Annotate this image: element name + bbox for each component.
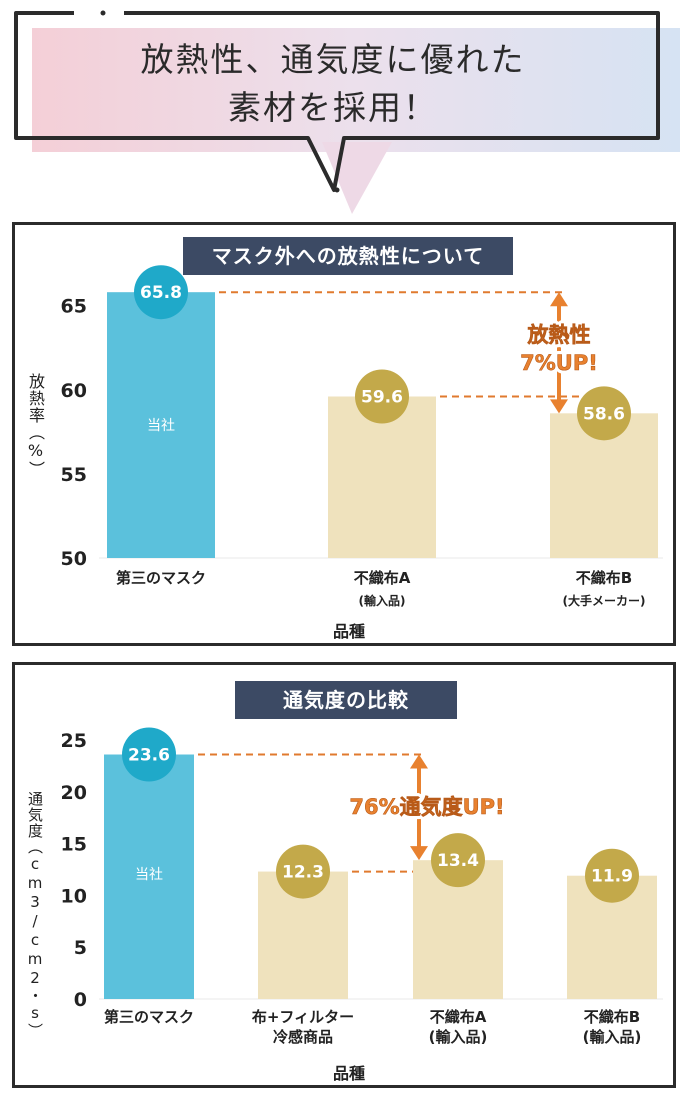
value-label: 58.6 (583, 404, 625, 424)
bar-1 (107, 292, 215, 558)
value-badge (577, 386, 631, 441)
category-label: 第三のマスク (104, 1008, 194, 1026)
y-tick-label: 20 (61, 782, 87, 804)
y-tick-label: 0 (74, 989, 87, 1011)
bubble-outline (14, 11, 660, 192)
category-sublabel: (大手メーカー) (563, 593, 646, 608)
category-sublabel: (輸入品) (359, 593, 406, 608)
category-label: 布+フィルター (252, 1008, 354, 1026)
headline-line-1: 放熱性、通気度に優れた (140, 40, 526, 79)
annotation-halo: 放熱性 (527, 323, 591, 347)
category-sublabel: (輸入品) (429, 1028, 488, 1046)
category-label: 第三のマスク (116, 569, 206, 587)
annotation-text: 放熱性 (527, 323, 591, 347)
air-permeability-chart: 051015202576%通気度UP!76%通気度UP!23.6当社第三のマスク… (61, 727, 663, 1046)
category-label: 不織布B (576, 569, 632, 587)
value-badge (585, 848, 639, 903)
y-axis-label: 通気度（cm3/cm2・s） (26, 791, 44, 1039)
bar-1 (104, 754, 194, 999)
chart-title: マスク外への放熱性について (183, 237, 513, 275)
value-label: 59.6 (361, 387, 403, 407)
annotation-halo: 7%UP! (520, 351, 598, 375)
heat-dissipation-chart: 50556065放熱性放熱性7%UP!7%UP!65.8当社第三のマスク59.6… (61, 265, 663, 608)
y-tick-label: 5 (74, 937, 87, 959)
value-badge (276, 844, 330, 899)
headline-text: 放熱性、通気度に優れた 素材を採用！ (14, 36, 652, 132)
difference-arrow-head-up (410, 754, 428, 769)
speech-bubble (14, 10, 660, 214)
difference-arrow-head-down (550, 399, 568, 414)
category-label: 不織布B (584, 1008, 640, 1026)
difference-arrow-head-up (550, 292, 568, 307)
y-tick-label: 65 (61, 296, 87, 318)
chart-panel-heat: 50 55 60 65 放熱性 放熱性 7%UP! 7%UP! 65.8 当社 第三のマスク 59.6… (12, 222, 676, 646)
bubble-dot (100, 10, 106, 16)
annotation-text: 7%UP! (520, 351, 598, 375)
category-label: 不織布A (354, 569, 411, 587)
value-badge (355, 369, 409, 424)
y-tick-label: 15 (61, 834, 87, 856)
y-tick-label: 55 (61, 464, 87, 486)
category-label: 不織布A (430, 1008, 487, 1026)
category-sublabel: 冷感商品 (273, 1028, 333, 1046)
difference-arrow-head-down (410, 846, 428, 861)
value-badge (134, 265, 188, 320)
bubble-pointer-shadow (322, 142, 392, 214)
y-tick-label: 60 (61, 380, 87, 402)
headline-banner: 放熱性、通気度に優れた 素材を採用！ (0, 0, 690, 215)
y-tick-label: 50 (61, 548, 87, 570)
value-badge (431, 833, 485, 888)
chart-panel-air: 0 5 10 15 20 25 76%通気度UP! 76%通気度UP! 23.6 当社 第三のマスク… (12, 662, 676, 1088)
headline-gradient (32, 28, 680, 152)
bubble-dot (334, 187, 340, 193)
bar-inner-label: 当社 (147, 418, 175, 434)
x-axis-label: 品種 (332, 622, 366, 641)
annotation-text: 76%通気度UP! (349, 795, 504, 819)
value-label: 11.9 (591, 867, 633, 887)
value-badge (122, 727, 176, 782)
value-label: 13.4 (437, 851, 479, 871)
y-axis-label: 放熱率（%） (26, 373, 45, 478)
x-axis-label: 品種 (332, 1064, 366, 1083)
chart-title: 通気度の比較 (235, 681, 457, 719)
headline-line-2: 素材を採用！ (228, 88, 438, 127)
category-sublabel: (輸入品) (583, 1028, 642, 1046)
value-label: 12.3 (282, 863, 324, 883)
value-label: 65.8 (140, 283, 182, 303)
annotation-halo: 76%通気度UP! (349, 795, 504, 819)
value-label: 23.6 (128, 746, 170, 766)
bar-inner-label: 当社 (135, 867, 163, 883)
y-tick-label: 25 (61, 730, 87, 752)
y-tick-label: 10 (61, 885, 87, 907)
